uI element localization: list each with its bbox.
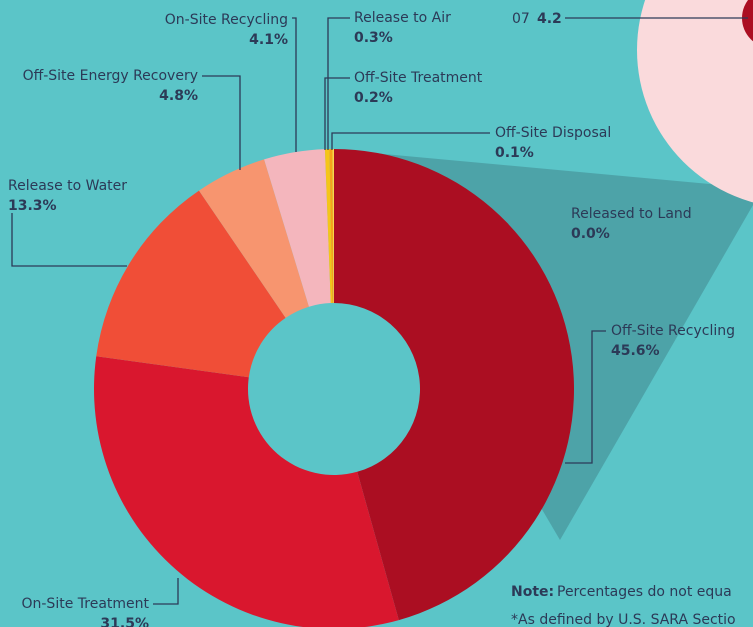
slice-value: 4.1% bbox=[249, 32, 288, 48]
slice bbox=[324, 149, 333, 304]
slice bbox=[94, 356, 399, 627]
slice-label: Release to Water bbox=[8, 178, 127, 194]
inset-label: 07 bbox=[512, 11, 530, 27]
slice-value: 0.2% bbox=[354, 90, 393, 106]
slice bbox=[332, 149, 334, 304]
slice-value: 45.6% bbox=[611, 343, 660, 359]
note-text: Percentages do not equa bbox=[557, 584, 732, 600]
slice bbox=[198, 159, 309, 318]
slice-label: Released to Land bbox=[571, 206, 692, 222]
inset-value: 4.2 bbox=[537, 11, 562, 27]
slice-value: 0.3% bbox=[354, 30, 393, 46]
slice-label: Off-Site Energy Recovery bbox=[23, 68, 198, 84]
leader-line bbox=[202, 75, 241, 170]
slice bbox=[329, 149, 334, 304]
slice-label: On-Site Treatment bbox=[21, 596, 149, 612]
inset-circle bbox=[637, 0, 753, 203]
slice bbox=[334, 149, 574, 621]
slice-value: 4.8% bbox=[159, 88, 198, 104]
leader-line bbox=[11, 213, 127, 267]
slice-label: Off-Site Recycling bbox=[611, 323, 735, 339]
slice-label: Release to Air bbox=[354, 10, 451, 26]
slice-value: 13.3% bbox=[8, 198, 57, 214]
note-label: Note: bbox=[511, 584, 554, 600]
leader-line bbox=[327, 17, 350, 150]
leader-line bbox=[324, 77, 350, 150]
leader-line bbox=[331, 132, 490, 150]
leader-line bbox=[565, 330, 606, 464]
slice-label: Off-Site Disposal bbox=[495, 125, 611, 141]
slice bbox=[96, 190, 286, 378]
slice-value: 0.1% bbox=[495, 145, 534, 161]
footnote: *As defined by U.S. SARA Sectio bbox=[511, 612, 736, 627]
leader-line bbox=[292, 17, 297, 152]
slice-value: 0.0% bbox=[571, 226, 610, 242]
slice bbox=[264, 149, 331, 307]
slice-value: 31.5% bbox=[100, 616, 149, 627]
slice-label: Off-Site Treatment bbox=[354, 70, 483, 86]
slice-label: On-Site Recycling bbox=[165, 12, 288, 28]
leader-line bbox=[153, 578, 179, 605]
inset-slice bbox=[742, 0, 753, 42]
